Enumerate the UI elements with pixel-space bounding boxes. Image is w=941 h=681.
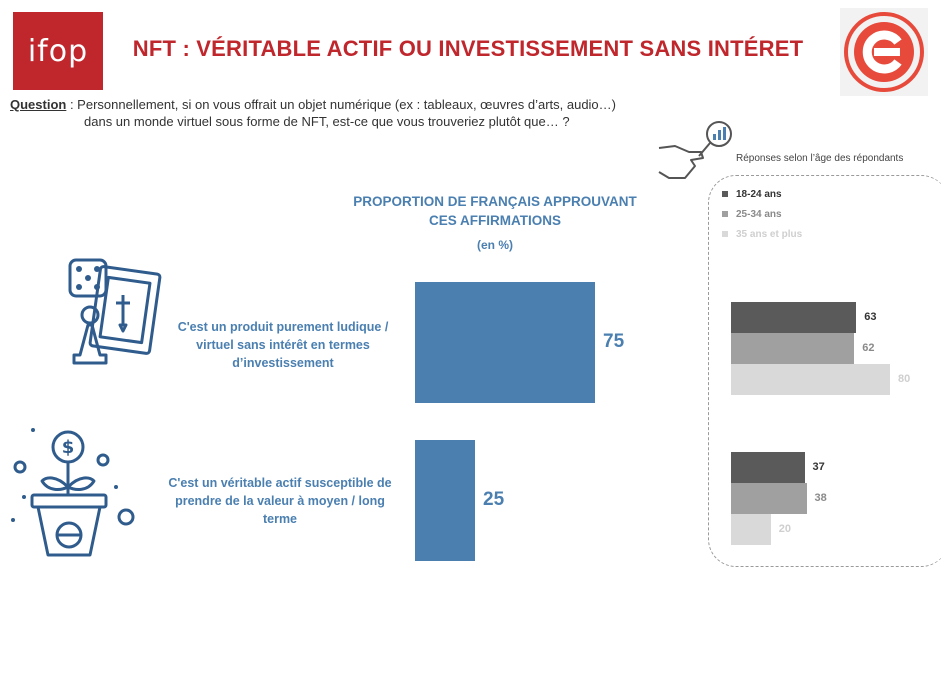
legend-label-18-24: 18-24 ans [736,189,782,200]
age-value-label-actif-35-plus: 20 [778,523,791,535]
dice-pawn-card-icon [68,258,162,365]
dollar-plant-pot-icon: $ [11,428,135,557]
question-text: Question : Personnellement, si on vous o… [10,96,710,130]
legend-swatch-35-plus [722,231,728,238]
category-label-1-line-3: d’investissement [232,356,334,370]
question-label: Question [10,97,67,112]
question-line-1: : Personnellement, si on vous offrait un… [66,97,616,112]
main-value-label-actif: 25 [483,488,505,510]
legend-item-35-plus: 35 ans et plus [722,229,802,240]
age-bar-ludique-35-plus [731,364,890,395]
main-bar-ludique [415,282,595,403]
category-label-2-line-1: C'est un véritable actif susceptible de [168,476,392,490]
category-label-1-line-2: virtuel sans intérêt en termes [196,338,370,352]
category-label-2: C'est un véritable actif susceptible de … [155,474,405,528]
question-line-2: dans un monde virtuel sous forme de NFT,… [84,114,570,129]
age-breakdown-panel [708,175,941,567]
legend-swatch-25-34 [722,211,728,218]
legend-swatch-18-24 [722,191,728,198]
age-value-label-actif-25-34: 38 [814,492,827,504]
ifop-logo-text: ifop [27,33,89,69]
category-label-2-line-2: prendre de la valeur à moyen / long [175,494,385,508]
category-label-1-line-1: C'est un produit purement ludique / [177,320,389,334]
hand-magnifier-chart-icon [658,121,732,179]
legend-item-25-34: 25-34 ans [722,209,782,220]
age-value-label-ludique-18-24: 63 [864,311,877,323]
page-title: NFT : VÉRITABLE ACTIF OU INVESTISSEMENT … [132,36,804,61]
category-label-1: C'est un produit purement ludique / virt… [158,318,408,372]
age-bar-actif-25-34 [731,483,807,514]
svg-text:$: $ [62,437,75,458]
main-bar-actif [415,440,475,561]
age-value-label-ludique-25-34: 62 [862,342,875,354]
chart-title-line-1: PROPORTION DE FRANÇAIS APPROUVANT [353,194,637,209]
age-bar-actif-35-plus [731,514,771,545]
age-bar-actif-18-24 [731,452,805,483]
age-value-label-ludique-35-plus: 80 [898,373,911,385]
main-value-label-ludique: 75 [603,330,625,352]
legend-label-25-34: 25-34 ans [736,209,782,220]
chart-unit: (en %) [477,238,513,252]
age-bar-ludique-25-34 [731,333,855,364]
chart-title-line-2: CES AFFIRMATIONS [429,213,561,228]
ifop-logo: ifop [13,12,103,90]
category-label-2-line-3: terme [262,512,298,526]
legend-item-18-24: 18-24 ans [722,189,782,200]
age-value-label-actif-18-24: 37 [812,461,825,473]
chart-title: PROPORTION DE FRANÇAIS APPROUVANT CES AF… [335,192,655,230]
legend-label-35-plus: 35 ans et plus [736,229,803,240]
age-panel-heading: Réponses selon l’âge des répondants [736,153,904,164]
age-bar-ludique-18-24 [731,302,857,333]
red-c-logo-icon [840,8,928,96]
